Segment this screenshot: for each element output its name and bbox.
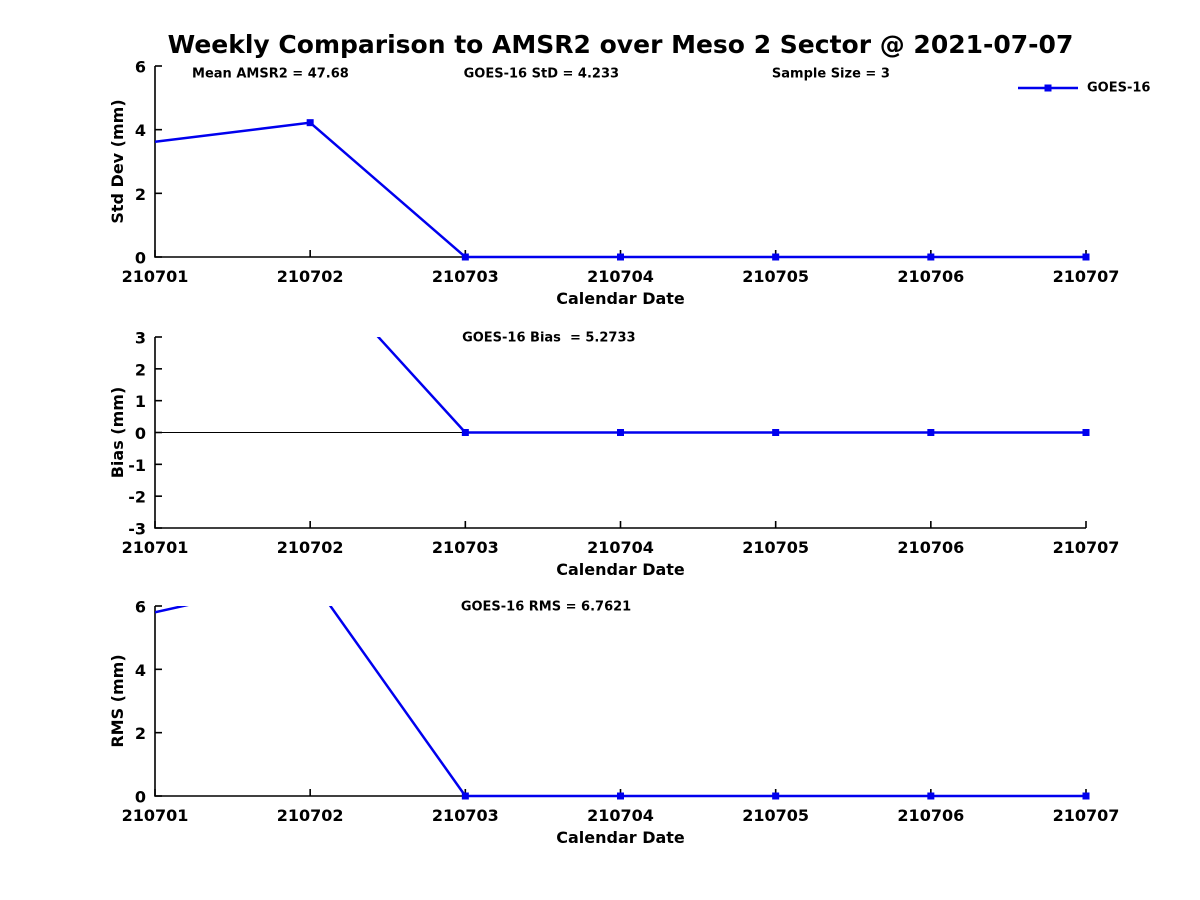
- y-tick-label: 2: [135, 360, 146, 379]
- legend-marker: [1044, 84, 1052, 92]
- y-axis-label: Std Dev (mm): [108, 99, 127, 223]
- y-tick-label: -3: [128, 520, 146, 539]
- annotation: GOES-16 Bias = 5.2733: [462, 331, 636, 346]
- annotation: GOES-16 StD = 4.233: [464, 67, 619, 82]
- x-axis-label: Calendar Date: [556, 560, 685, 579]
- bias-marker: [927, 429, 935, 436]
- y-tick-label: 2: [135, 724, 146, 743]
- y-tick-label: 4: [135, 661, 146, 680]
- rms-marker: [927, 792, 935, 800]
- annotation: GOES-16 RMS = 6.7621: [461, 600, 631, 615]
- x-tick-label: 210705: [742, 267, 809, 286]
- figure-title: Weekly Comparison to AMSR2 over Meso 2 S…: [167, 30, 1074, 59]
- x-tick-label: 210706: [897, 538, 964, 557]
- x-tick-label: 210705: [742, 538, 809, 557]
- rms-marker: [617, 792, 624, 800]
- std-dev-axes: [154, 66, 1086, 258]
- x-tick-label: 210706: [897, 806, 964, 825]
- x-tick-label: 210703: [432, 538, 499, 557]
- std-dev-marker: [772, 253, 780, 261]
- x-tick-label: 210705: [742, 806, 809, 825]
- x-tick-label: 210702: [277, 538, 344, 557]
- y-tick-label: 4: [135, 121, 146, 140]
- x-tick-label: 210704: [587, 267, 654, 286]
- x-tick-label: 210704: [587, 806, 654, 825]
- x-tick-label: 210707: [1053, 267, 1120, 286]
- x-tick-label: 210701: [122, 538, 189, 557]
- std-dev-marker: [461, 253, 469, 261]
- x-axis-label: Calendar Date: [556, 828, 685, 847]
- bias-marker: [617, 429, 624, 436]
- y-tick-label: -2: [128, 488, 146, 507]
- y-axis-label: Bias (mm): [108, 387, 127, 479]
- y-tick-label: 0: [135, 249, 146, 268]
- y-tick-label: 0: [135, 424, 146, 443]
- x-tick-label: 210707: [1053, 538, 1120, 557]
- annotation: Sample Size = 3: [772, 67, 890, 82]
- y-tick-label: -1: [128, 456, 146, 475]
- y-tick-label: 3: [135, 329, 146, 348]
- x-tick-label: 210703: [432, 806, 499, 825]
- rms-marker: [1082, 792, 1090, 800]
- y-tick-label: 0: [135, 788, 146, 807]
- std-dev-marker: [617, 253, 624, 261]
- y-tick-label: 2: [135, 185, 146, 204]
- std-dev-line: [155, 121, 1086, 259]
- rms-chart: 0 2 4 6 210701 210702 210703 210704 210705 210706…: [108, 598, 1120, 848]
- x-tick-label: 210704: [587, 538, 654, 557]
- x-tick-label: 210702: [277, 267, 344, 286]
- std-dev-chart: 0 2 4 6 210701 210702 210703 210704 210705 210706…: [108, 58, 1150, 309]
- std-dev-marker: [927, 253, 935, 261]
- x-tick-label: 210706: [897, 267, 964, 286]
- bias-marker: [461, 429, 469, 436]
- std-dev-marker: [1082, 253, 1090, 261]
- x-tick-label: 210703: [432, 267, 499, 286]
- rms-marker: [772, 792, 780, 800]
- x-tick-label: 210701: [122, 806, 189, 825]
- bias-marker: [1082, 429, 1090, 436]
- bias-marker: [772, 429, 780, 436]
- legend-label: GOES-16: [1087, 81, 1150, 96]
- y-axis-label: RMS (mm): [108, 654, 127, 747]
- y-tick-label: 1: [135, 392, 146, 411]
- x-tick-label: 210707: [1053, 806, 1120, 825]
- y-tick-label: 6: [135, 58, 146, 77]
- rms-axes: [154, 606, 1086, 797]
- std-dev-marker: [306, 119, 314, 127]
- x-tick-label: 210701: [122, 267, 189, 286]
- annotation: Mean AMSR2 = 47.68: [192, 67, 349, 82]
- y-tick-label: 6: [135, 598, 146, 617]
- rms-marker: [461, 792, 469, 800]
- x-axis-label: Calendar Date: [556, 289, 685, 308]
- x-tick-label: 210702: [277, 806, 344, 825]
